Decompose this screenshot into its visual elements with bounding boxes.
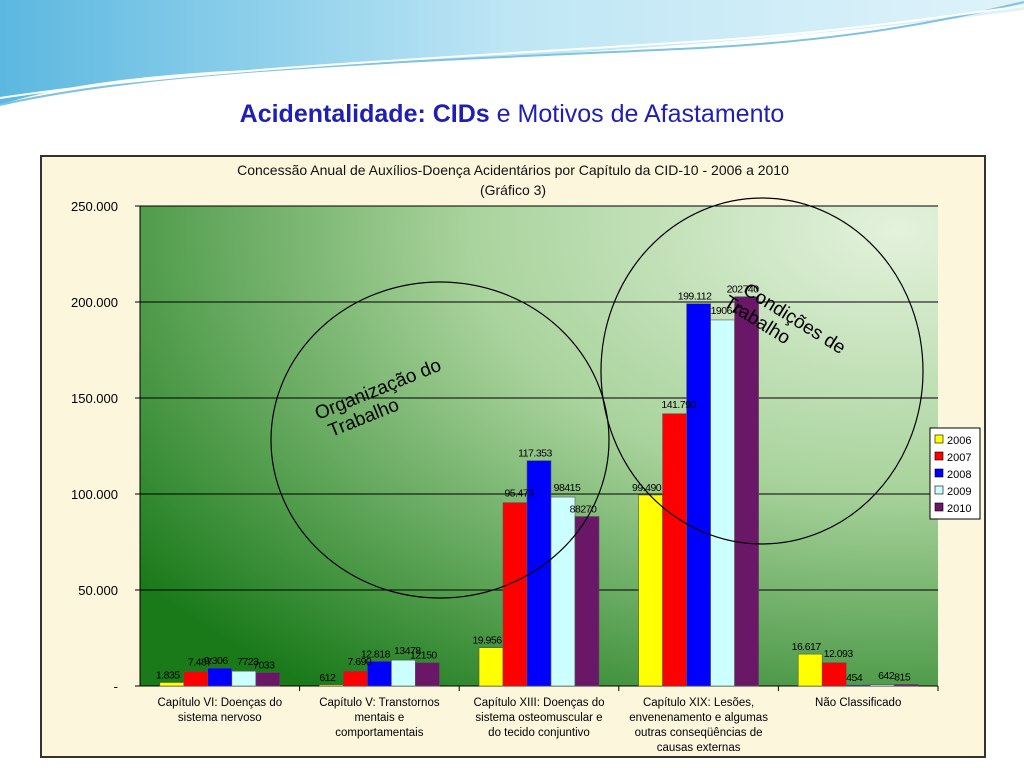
- legend-swatch-2008: [934, 468, 944, 478]
- x-category-label: do tecido conjuntivo: [488, 727, 590, 739]
- chart-title: Concessão Anual de Auxílios-Doença Acide…: [237, 162, 789, 178]
- annotation-circle-organizacao: [270, 281, 610, 599]
- x-category-label: envenenamento e algumas: [629, 712, 768, 724]
- value-label: 190647: [711, 305, 744, 317]
- value-label: 9.306: [204, 655, 228, 667]
- bar-2006: [159, 682, 185, 687]
- y-tick-label: 200.000: [71, 295, 118, 310]
- y-tick-label: 100.000: [71, 487, 118, 502]
- value-label: 117.353: [518, 448, 552, 460]
- value-label: 202740: [727, 284, 760, 296]
- x-category-label: outras conseqüências de: [635, 727, 763, 739]
- bar-2010: [734, 296, 759, 687]
- decorative-wave-header: [0, 0, 1024, 106]
- value-label: 99.490: [632, 482, 662, 494]
- value-label: 12150: [410, 650, 437, 662]
- legend: 2006 2007 2008 2009 2010: [929, 427, 981, 520]
- value-label: 7.690: [348, 656, 372, 668]
- y-tick-label: 150.000: [71, 391, 118, 406]
- x-category-label: comportamentais: [335, 727, 423, 739]
- value-label: 1.835: [156, 669, 180, 681]
- legend-label: 2010: [947, 503, 971, 515]
- slide-title-rest: e Motivos de Afastamento: [489, 100, 785, 128]
- bar-2010: [893, 684, 919, 687]
- x-category-label: Capítulo XIX: Lesões,: [643, 697, 754, 709]
- value-label: 7.487: [188, 657, 212, 669]
- slide-title: Acidentalidade: CIDs e Motivos de Afasta…: [0, 100, 1024, 129]
- value-label: 642: [878, 670, 895, 682]
- bar-2009: [710, 319, 735, 687]
- x-category-label: sistema nervoso: [178, 712, 262, 724]
- legend-label: 2007: [947, 452, 971, 464]
- legend-swatch-2006: [934, 434, 944, 444]
- bar-2009: [391, 659, 416, 687]
- value-label: 7033: [253, 659, 275, 671]
- legend-label: 2006: [947, 435, 971, 447]
- bar-2008: [845, 684, 871, 687]
- x-category-label: causas externas: [657, 742, 741, 754]
- bar-2008: [207, 667, 233, 687]
- bar-2006: [797, 653, 823, 687]
- y-tick-label: 50.000: [78, 583, 118, 598]
- bar-2010: [574, 516, 600, 687]
- y-tick-label: 250.000: [71, 199, 118, 214]
- bar-2007: [821, 662, 847, 687]
- bar-2006: [478, 647, 504, 687]
- x-axis: Capítulo VI: Doenças do sistema nervoso Ca…: [157, 686, 939, 754]
- x-category-label: mentais e: [354, 712, 404, 724]
- value-label: 95.473: [504, 488, 534, 500]
- annotation-circle-condicoes: [600, 197, 924, 545]
- bar-2006: [638, 494, 663, 687]
- bar-2007: [502, 502, 528, 687]
- value-label: 12.818: [361, 648, 391, 660]
- value-label: 19.956: [472, 635, 502, 647]
- chart-subtitle: (Gráfico 3): [480, 182, 546, 198]
- value-label: 16.617: [792, 641, 822, 653]
- x-category-label: Capítulo V: Transtornos: [319, 697, 440, 709]
- bar-2007: [662, 413, 687, 687]
- value-label: 88270: [570, 504, 597, 516]
- value-label: 141.790: [661, 399, 696, 411]
- x-category-label: Não Classificado: [815, 697, 901, 709]
- value-label: 454: [846, 672, 863, 684]
- legend-label: 2008: [947, 469, 971, 481]
- bar-2008: [686, 303, 711, 687]
- value-label: 199.112: [678, 291, 712, 303]
- legend-label: 2009: [947, 486, 971, 498]
- bar-2010: [415, 662, 440, 687]
- bar-2009: [550, 496, 576, 687]
- bars: [159, 296, 919, 687]
- bar-2007: [343, 670, 368, 687]
- bar-2006: [319, 684, 344, 687]
- legend-swatch-2009: [934, 485, 944, 495]
- slide-title-bold: Acidentalidade: CIDs: [239, 100, 490, 128]
- value-label: 12.093: [824, 648, 854, 660]
- bar-2009: [231, 670, 257, 687]
- value-label: 815: [894, 671, 911, 683]
- value-label: 98415: [554, 482, 581, 494]
- x-category-label: sistema osteomuscular e: [475, 712, 602, 724]
- value-label: 612: [319, 672, 336, 684]
- legend-swatch-2007: [934, 451, 944, 461]
- bar-chart: Concessão Anual de Auxílios-Doença Acide…: [71, 162, 981, 754]
- x-category-label: Capítulo XIII: Doenças do: [473, 697, 604, 709]
- bar-2009: [869, 684, 895, 687]
- value-label: 7723: [237, 656, 259, 668]
- value-label: 13478: [394, 645, 421, 657]
- bar-2010: [255, 672, 281, 687]
- x-category-label: Capítulo VI: Doenças do: [157, 697, 282, 709]
- legend-swatch-2010: [934, 502, 944, 512]
- bar-2007: [183, 671, 209, 687]
- bar-2008: [367, 661, 392, 687]
- y-tick-label: -: [114, 679, 118, 694]
